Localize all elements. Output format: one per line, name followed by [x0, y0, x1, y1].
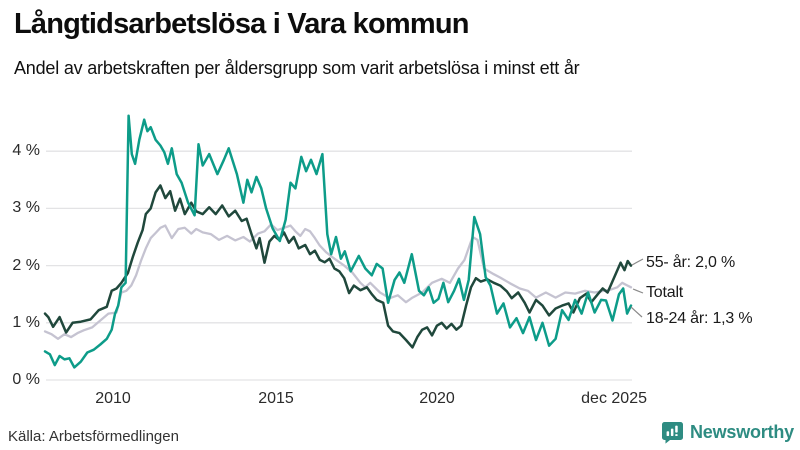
x-axis-tick-2015: 2015 [258, 390, 294, 407]
y-axis-tick-2: 2 % [12, 257, 40, 274]
source-attribution: Källa: Arbetsförmedlingen [8, 428, 179, 445]
y-axis-tick-1: 1 % [12, 314, 40, 331]
y-axis-tick-3: 3 % [12, 199, 40, 216]
y-axis-tick-0: 0 % [12, 371, 40, 388]
page-title: Långtidsarbetslösa i Vara kommun [14, 8, 469, 40]
newsworthy-brand: Newsworthy [661, 421, 794, 444]
newsworthy-logo-icon [661, 422, 683, 444]
y-axis-tick-4: 4 % [12, 142, 40, 159]
newsworthy-brand-text: Newsworthy [689, 422, 794, 442]
x-axis-tick-2020: 2020 [419, 390, 455, 407]
chart-subtitle: Andel av arbetskraften per åldersgrupp s… [14, 58, 580, 78]
x-axis-tick-dec-2025: dec 2025 [581, 390, 647, 407]
series-label-55-ar: 55- år: 2,0 % [646, 254, 736, 271]
series-label-totalt: Totalt [646, 284, 684, 301]
x-axis-tick-2010: 2010 [95, 390, 131, 407]
series-label-18-24-ar: 18-24 år: 1,3 % [646, 310, 753, 327]
